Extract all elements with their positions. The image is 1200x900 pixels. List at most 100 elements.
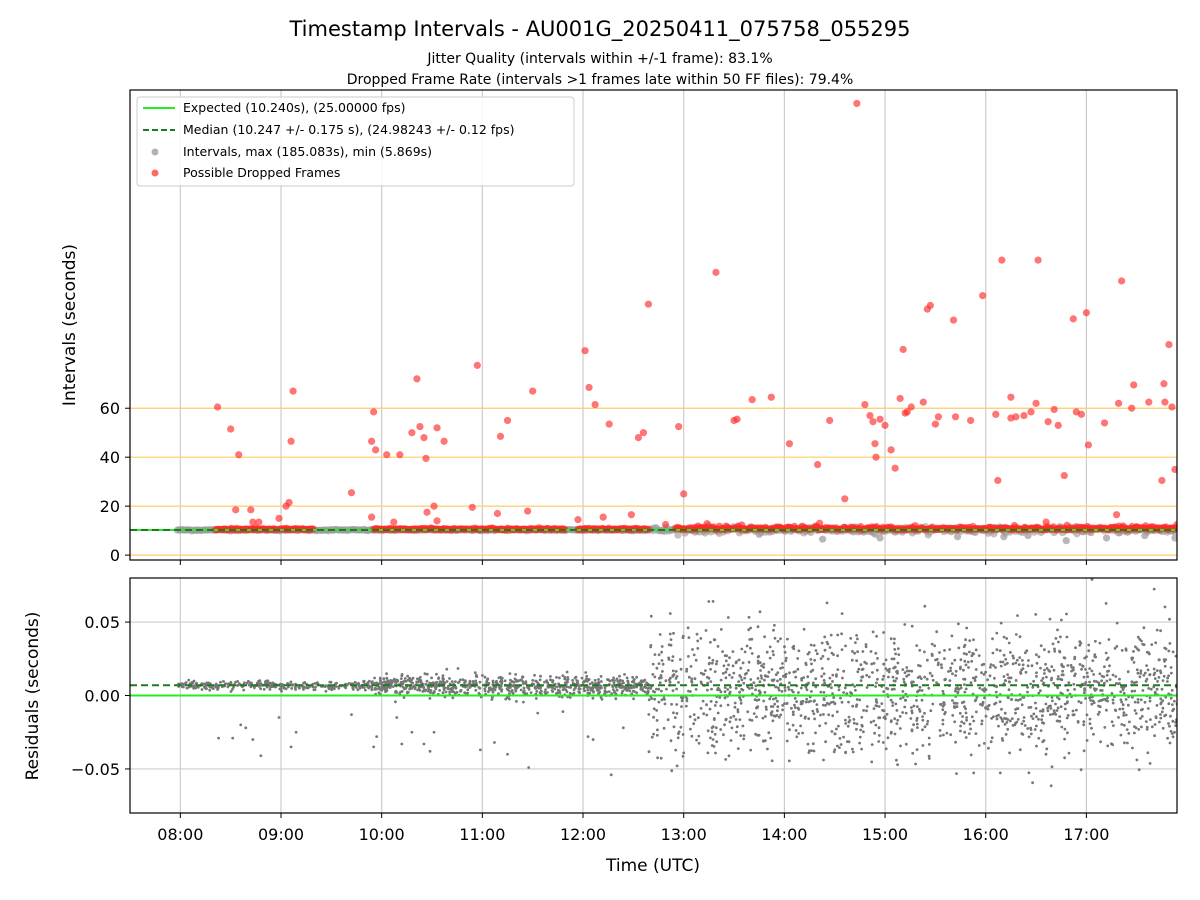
residual-point <box>1132 650 1135 653</box>
dropped-frame-point <box>876 415 884 423</box>
dropped-frame-point <box>1115 399 1123 407</box>
residual-point <box>643 690 647 694</box>
residual-point <box>379 679 382 683</box>
residual-point <box>975 695 979 699</box>
intervals-reference-lines <box>130 407 1177 556</box>
residual-point <box>1105 679 1109 683</box>
residual-point <box>952 701 956 705</box>
residual-point <box>850 658 854 662</box>
residual-point <box>763 678 766 682</box>
residual-point <box>1034 707 1038 710</box>
residual-point <box>1080 667 1083 671</box>
residual-point <box>1150 643 1154 646</box>
residual-point <box>190 680 194 684</box>
residual-point <box>989 663 993 666</box>
residual-point <box>684 704 688 708</box>
residual-point <box>759 669 762 672</box>
residual-point <box>1049 713 1052 716</box>
residual-point <box>839 696 842 700</box>
residual-point <box>794 729 798 732</box>
residual-point <box>799 700 803 704</box>
residual-point <box>727 754 731 758</box>
dropped-frame-point <box>1168 403 1176 411</box>
residual-point <box>756 661 760 665</box>
residual-point <box>537 686 541 690</box>
residual-point <box>999 660 1002 664</box>
residual-point <box>837 724 840 728</box>
residual-point <box>1045 667 1049 670</box>
residual-point <box>481 674 484 677</box>
residual-point <box>694 658 698 662</box>
residual-point <box>675 764 679 768</box>
residual-point <box>1043 672 1046 675</box>
residual-point <box>819 690 823 694</box>
residuals-panel: −0.050.000.05 08:00 09:00 10:00 11:00 12:00 1… <box>23 577 1178 876</box>
residual-point <box>1053 649 1057 653</box>
residual-point <box>776 705 780 709</box>
residual-point <box>1090 726 1093 730</box>
residual-point <box>836 744 839 748</box>
residual-point <box>949 666 952 670</box>
residual-point <box>656 728 659 732</box>
dropped-frame-point <box>423 508 431 516</box>
residual-point <box>1035 675 1038 678</box>
residual-point <box>643 683 647 687</box>
residual-point <box>951 699 954 702</box>
residual-point <box>1023 724 1027 727</box>
residual-point <box>877 726 881 730</box>
residual-point <box>1142 643 1146 647</box>
residual-point <box>185 686 189 690</box>
residual-point <box>587 678 591 681</box>
residual-point <box>606 678 609 681</box>
residual-point <box>872 719 876 723</box>
residual-point <box>768 656 772 660</box>
residual-point <box>474 688 478 692</box>
residual-point <box>586 735 590 739</box>
residual-point <box>1035 724 1038 728</box>
residual-point <box>1085 739 1089 742</box>
residual-point <box>1026 685 1029 689</box>
residual-point <box>749 646 752 650</box>
residual-point <box>1071 709 1075 713</box>
residual-point <box>1016 707 1020 710</box>
residual-point <box>519 688 523 692</box>
residual-point <box>822 698 826 702</box>
residual-point <box>785 739 789 743</box>
residual-point <box>984 706 988 710</box>
residual-point <box>912 723 915 727</box>
dropped-frame-point <box>816 519 824 527</box>
residual-point <box>545 680 549 684</box>
residual-point <box>1074 672 1077 676</box>
residual-point <box>1111 743 1114 747</box>
residual-point <box>1137 648 1141 652</box>
residual-point <box>425 672 429 676</box>
residual-point <box>774 696 778 700</box>
residual-point <box>928 671 932 675</box>
residual-point <box>927 757 931 760</box>
residual-point <box>1164 713 1168 717</box>
residual-point <box>826 657 830 661</box>
residual-point <box>1136 671 1140 675</box>
residual-point <box>378 687 382 691</box>
residual-point <box>830 651 834 655</box>
residual-point <box>815 703 819 706</box>
residual-point <box>1123 741 1126 745</box>
residual-point <box>689 665 693 668</box>
residual-point <box>791 710 795 714</box>
residual-point <box>910 728 914 732</box>
residual-point <box>702 672 706 676</box>
residual-point <box>918 685 922 689</box>
residual-point <box>195 681 199 685</box>
residual-point <box>1010 698 1013 701</box>
residual-point <box>1086 675 1090 679</box>
residual-point <box>687 689 690 693</box>
residual-point <box>711 738 715 741</box>
residual-point <box>1169 666 1173 669</box>
residual-point <box>1113 708 1117 712</box>
residual-point <box>630 680 634 684</box>
x-tick-label: 12:00 <box>560 825 606 844</box>
residual-point <box>405 690 409 694</box>
residual-point <box>874 698 878 701</box>
residual-point <box>1041 740 1045 744</box>
